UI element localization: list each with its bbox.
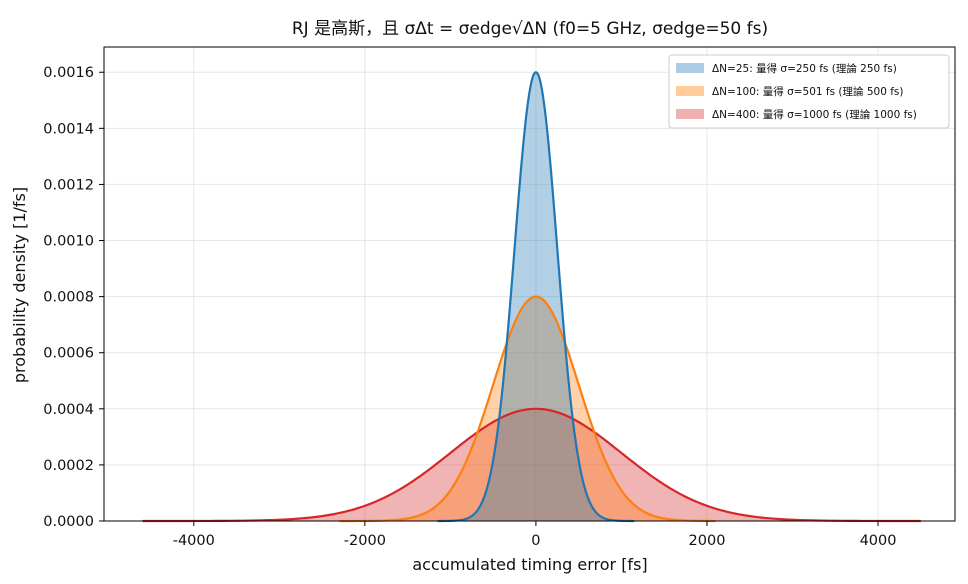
chart-legend: ΔN=25: 量得 σ=250 fs (理論 250 fs) ΔN=100: 量… xyxy=(668,54,950,129)
y-tick-label-5: 0.0010 xyxy=(43,234,94,250)
legend-swatch-dn25 xyxy=(676,63,704,73)
curve-dn100 xyxy=(339,295,716,523)
legend-label-dn100: ΔN=100: 量得 σ=501 fs (理論 500 fs) xyxy=(712,85,904,98)
curve-dn25 xyxy=(437,71,635,523)
x-tick-label-1: -2000 xyxy=(344,533,386,549)
x-tick-label-3: 2000 xyxy=(689,533,726,549)
y-tick-label-2: 0.0004 xyxy=(43,402,94,418)
grid-lines xyxy=(104,47,955,522)
plot-frame xyxy=(103,46,956,522)
y-axis-label: probability density [1/fs] xyxy=(10,187,29,383)
y-tick-label-6: 0.0012 xyxy=(43,177,94,193)
legend-label-dn400: ΔN=400: 量得 σ=1000 fs (理論 1000 fs) xyxy=(712,108,917,121)
legend-swatch-dn400 xyxy=(676,109,704,119)
area-dn400 xyxy=(142,408,921,521)
y-tick-label-4: 0.0008 xyxy=(43,290,94,306)
legend-label-dn25: ΔN=25: 量得 σ=250 fs (理論 250 fs) xyxy=(712,62,897,75)
x-tick-label-0: -4000 xyxy=(173,533,215,549)
y-tick-label-7: 0.0014 xyxy=(43,121,94,137)
y-tick-label-1: 0.0002 xyxy=(43,458,94,474)
y-tick-label-3: 0.0006 xyxy=(43,346,94,362)
chart-title: RJ 是高斯，且 σΔt = σedge√ΔN (f0=5 GHz, σedge… xyxy=(292,19,768,39)
x-axis-label: accumulated timing error [fs] xyxy=(412,555,647,574)
legend-swatch-dn100 xyxy=(676,86,704,96)
y-tick-label-0: 0.0000 xyxy=(43,514,94,530)
x-tick-label-4: 4000 xyxy=(860,533,897,549)
distribution-curves xyxy=(142,71,921,523)
y-tick-label-8: 0.0016 xyxy=(43,65,94,81)
y-axis-ticks: 0.0000 0.0002 0.0004 0.0006 0.0008 0.0010 0.00… xyxy=(43,65,104,530)
legend-box xyxy=(668,54,950,129)
curve-dn400 xyxy=(142,407,921,523)
x-tick-label-2: 0 xyxy=(531,533,540,549)
x-axis-ticks: -4000 -2000 0 2000 4000 xyxy=(173,521,897,549)
